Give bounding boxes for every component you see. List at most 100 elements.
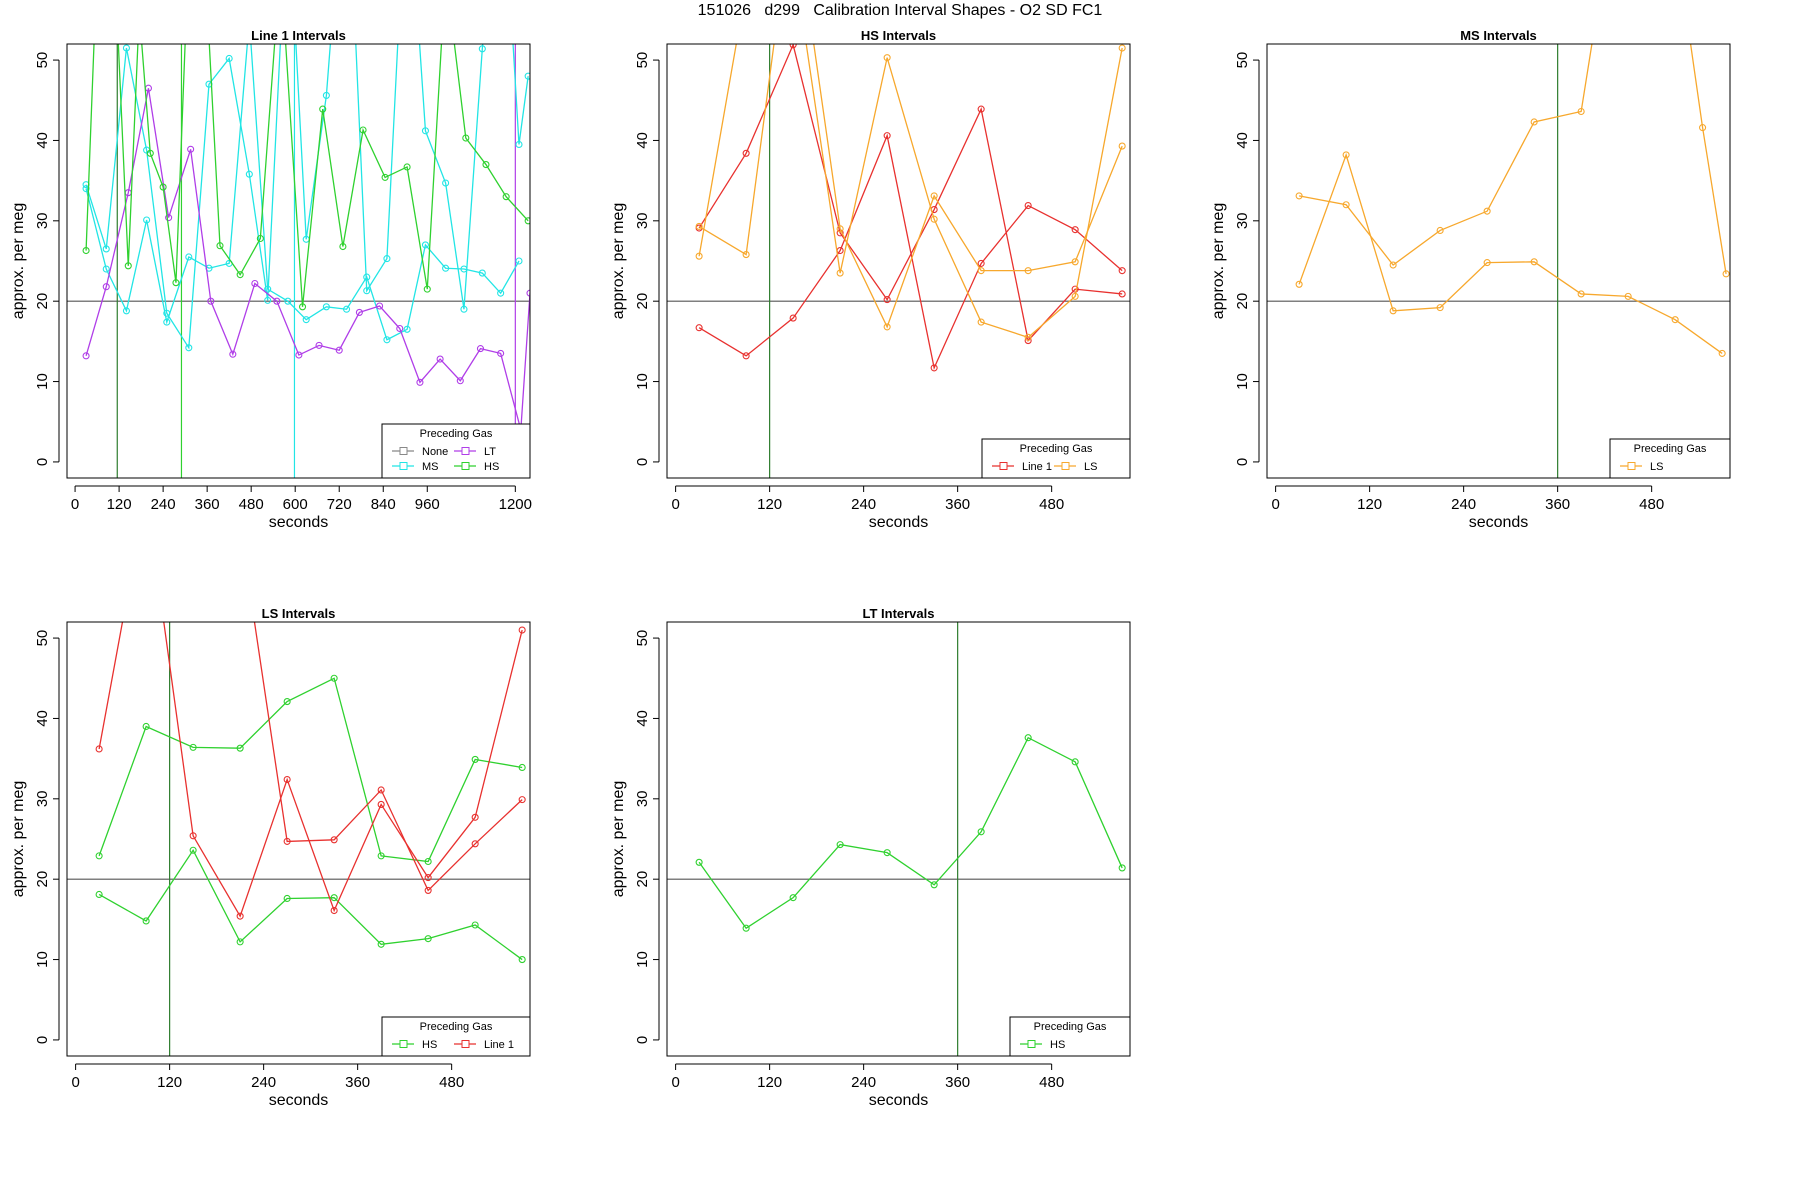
data-point-line-1 bbox=[424, 874, 432, 882]
data-point-lt bbox=[436, 355, 444, 363]
data-point-hs bbox=[82, 247, 90, 255]
data-point-ls bbox=[1722, 270, 1730, 278]
x-tick-label: 960 bbox=[415, 496, 440, 513]
x-axis: 0 120 240 360 480 bbox=[671, 485, 1064, 513]
plot-frame bbox=[66, 43, 531, 479]
chart-ms-intervals: MS Intervals 0 120 240 360 480 seconds 0 10 20 30 4… bbox=[1210, 28, 1731, 531]
data-point-lt bbox=[416, 378, 424, 386]
y-tick-label: 40 bbox=[634, 710, 651, 727]
data-point-ms bbox=[383, 336, 391, 344]
data-point-ms bbox=[185, 344, 193, 352]
x-tick-label: 240 bbox=[1451, 496, 1476, 513]
y-tick-label: 20 bbox=[634, 871, 651, 888]
plot-frame bbox=[1266, 43, 1731, 479]
data-point-line-1 bbox=[977, 259, 985, 267]
data-point-lt bbox=[376, 302, 384, 310]
data-point-ls bbox=[1718, 349, 1726, 357]
data-point-line-1 bbox=[1118, 267, 1126, 275]
data-point-hs bbox=[403, 163, 411, 171]
x-tick-label: 120 bbox=[1357, 496, 1382, 513]
data-point-hs bbox=[789, 894, 797, 902]
legend-swatch-marker bbox=[1027, 1040, 1036, 1048]
y-tick-label: 50 bbox=[634, 52, 651, 69]
data-point-ms bbox=[460, 265, 468, 273]
series-line-line-1 bbox=[98, 622, 523, 918]
data-point-lt bbox=[335, 346, 343, 354]
data-point-hs bbox=[172, 279, 180, 287]
y-axis: 0 10 20 30 40 50 bbox=[634, 630, 660, 1044]
data-point-line-1 bbox=[283, 775, 291, 784]
data-point-ms bbox=[442, 264, 450, 272]
legend-swatch-marker bbox=[461, 447, 470, 455]
data-point-ms bbox=[225, 54, 233, 63]
data-point-lt bbox=[251, 279, 259, 288]
data-point-hs bbox=[216, 242, 224, 250]
legend-swatch-marker bbox=[461, 1040, 470, 1048]
data-point-ms bbox=[102, 265, 110, 273]
data-point-ls bbox=[1389, 261, 1397, 269]
series-line-ms bbox=[85, 44, 529, 350]
data-point-line-1 bbox=[377, 800, 385, 808]
series-line-ms bbox=[85, 44, 520, 341]
data-point-line-1 bbox=[883, 296, 891, 304]
legend: Preceding Gas HS Line 1 bbox=[381, 1016, 531, 1057]
data-point-ms bbox=[143, 216, 151, 224]
data-point-hs bbox=[377, 852, 385, 860]
x-tick-label: 720 bbox=[327, 496, 352, 513]
plot-area bbox=[67, 622, 530, 1056]
data-point-hs bbox=[146, 149, 154, 157]
plot-area bbox=[667, 44, 1130, 478]
data-point-line-1 bbox=[789, 44, 797, 49]
data-point-hs bbox=[283, 698, 291, 706]
y-tick-label: 20 bbox=[634, 293, 651, 310]
data-point-lt bbox=[355, 308, 363, 316]
data-point-ls bbox=[930, 215, 938, 223]
chart-lt-intervals: LT Intervals 0 120 240 360 480 seconds 0 10 20 30 4… bbox=[610, 606, 1131, 1109]
data-point-hs bbox=[695, 858, 703, 866]
x-axis: 0 120 240 360 480 600 720 840 960 1200 bbox=[71, 485, 532, 513]
data-point-hs bbox=[236, 938, 244, 946]
data-point-hs bbox=[423, 285, 431, 293]
data-point-hs bbox=[319, 105, 327, 113]
y-tick-label: 0 bbox=[1234, 458, 1251, 466]
plot-frame bbox=[666, 43, 1131, 479]
data-point-lt bbox=[187, 145, 195, 153]
data-point-hs bbox=[95, 852, 103, 860]
data-point-ls bbox=[836, 269, 844, 277]
y-tick-label: 30 bbox=[634, 790, 651, 807]
data-point-hs bbox=[742, 924, 750, 932]
data-point-ls bbox=[1577, 107, 1585, 116]
data-point-line-1 bbox=[695, 324, 703, 332]
data-point-hs bbox=[142, 722, 150, 731]
data-point-hs bbox=[124, 262, 132, 270]
data-point-hs bbox=[1071, 758, 1079, 766]
data-point-hs bbox=[330, 674, 338, 682]
data-point-lt bbox=[229, 350, 237, 358]
data-point-hs bbox=[1118, 864, 1126, 872]
data-point-hs bbox=[524, 217, 530, 225]
y-tick-label: 50 bbox=[34, 630, 51, 647]
x-tick-label: 360 bbox=[1545, 496, 1570, 513]
data-point-hs bbox=[159, 183, 167, 191]
legend-title: Preceding Gas bbox=[1034, 1021, 1107, 1033]
data-point-hs bbox=[883, 849, 891, 857]
data-point-lt bbox=[456, 377, 464, 385]
data-point-hs bbox=[256, 234, 264, 243]
x-tick-label: 240 bbox=[151, 496, 176, 513]
data-point-ls bbox=[1389, 307, 1397, 315]
legend: Preceding Gas HS bbox=[1009, 1016, 1131, 1057]
x-tick-label: 1200 bbox=[499, 496, 532, 513]
data-point-ls bbox=[883, 54, 891, 62]
data-point-ls bbox=[977, 267, 985, 275]
data-point-ms bbox=[185, 253, 193, 261]
data-point-ls bbox=[695, 222, 703, 230]
legend-box bbox=[981, 438, 1131, 479]
series-line-hs bbox=[98, 848, 523, 961]
data-point-hs bbox=[836, 841, 844, 849]
data-point-ms bbox=[515, 257, 523, 265]
y-tick-label: 0 bbox=[34, 1036, 51, 1044]
data-point-hs bbox=[424, 935, 432, 943]
data-point-ms bbox=[102, 245, 110, 253]
data-point-line-1 bbox=[424, 886, 432, 894]
main-title: 151026 d299 Calibration Interval Shapes … bbox=[697, 2, 1103, 19]
